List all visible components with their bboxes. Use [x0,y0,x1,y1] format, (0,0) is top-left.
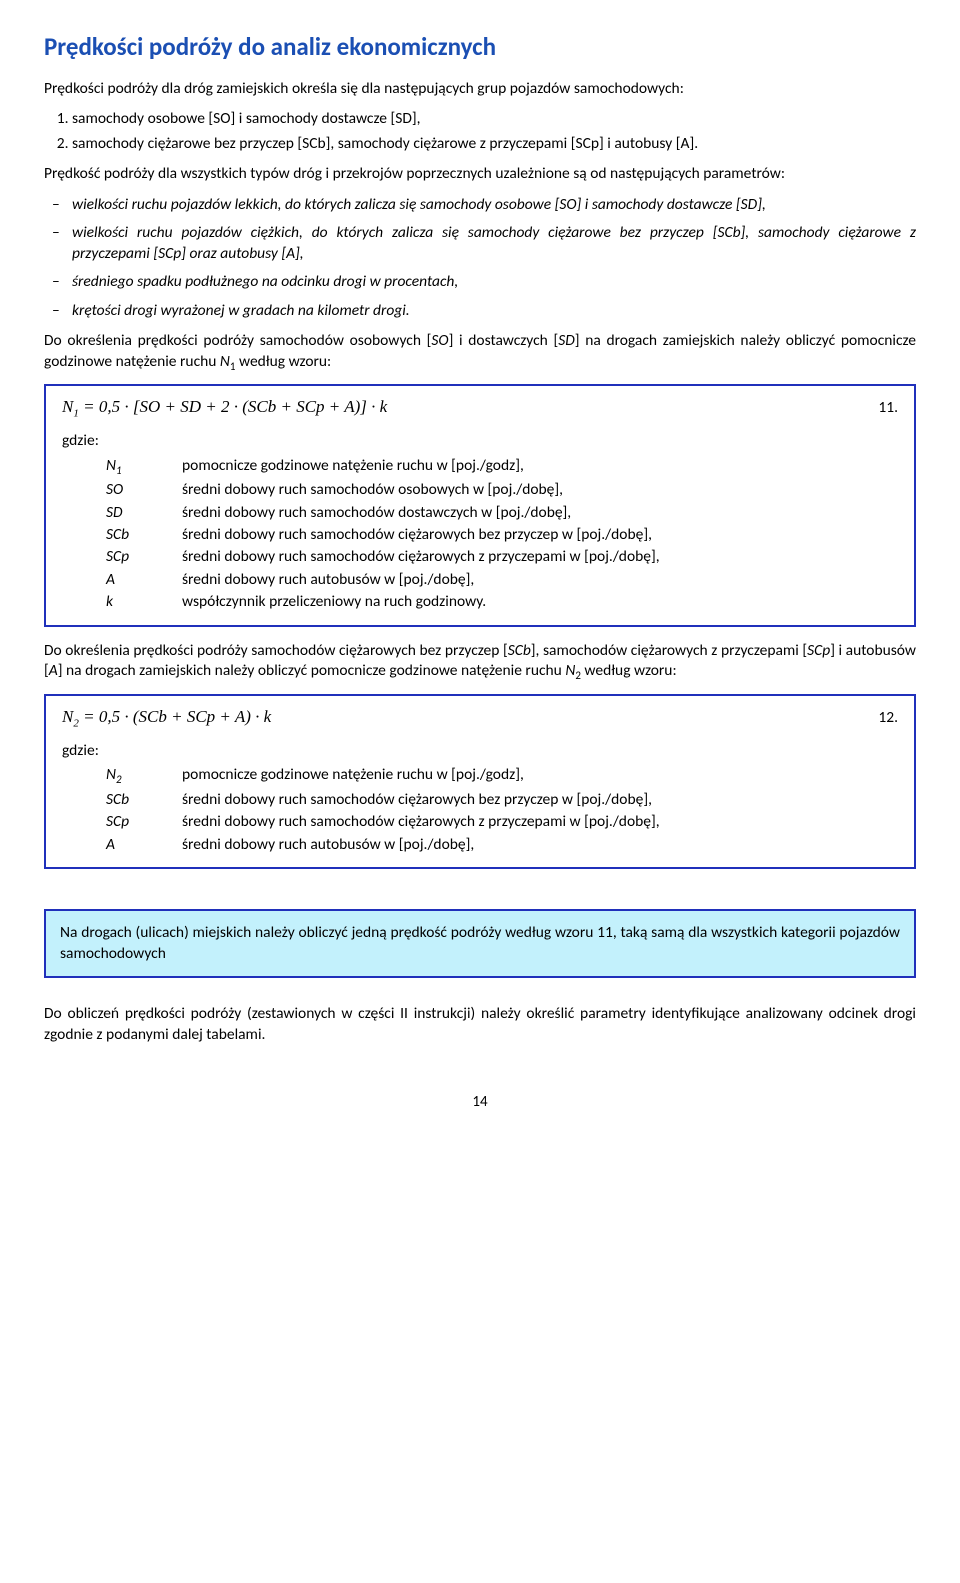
paragraph: Do określenia prędkości podróży samochod… [44,331,916,374]
equation-number: 12. [878,708,898,728]
formula-box-1: N1 = 0,5 · [SO + SD + 2 · (SCb + SCp + A… [44,384,916,627]
paragraph: Prędkość podróży dla wszystkich typów dr… [44,164,916,184]
list-item: samochody ciężarowe bez przyczep [SCb], … [72,134,916,154]
list-item: wielkości ruchu pojazdów lekkich, do któ… [44,195,916,215]
symbol: N1 [106,456,162,479]
equation-number: 11. [878,398,898,418]
symbol: SO [106,480,162,500]
definition-list: N1 pomocnicze godzinowe natężenie ruchu w… [106,456,898,613]
symbol: SCp [106,547,162,567]
symbol: SCb [106,525,162,545]
page-title: Prędkości podróży do analiz ekonomicznyc… [44,30,916,63]
list-item: samochody osobowe [SO] i samochody dosta… [72,109,916,129]
highlighted-notice: Na drogach (ulicach) miejskich należy ob… [44,909,916,978]
paragraph: Do obliczeń prędkości podróży (zestawion… [44,1004,916,1045]
where-label: gdzie: [62,741,898,761]
dash-list: wielkości ruchu pojazdów lekkich, do któ… [44,195,916,321]
definition: współczynnik przeliczeniowy na ruch godz… [182,592,898,612]
definition: średni dobowy ruch samochodów ciężarowyc… [182,790,898,810]
formula: N2 = 0,5 · (SCb + SCp + A) · k [62,706,271,731]
symbol: N2 [106,765,162,788]
definition: średni dobowy ruch samochodów osobowych … [182,480,898,500]
definition: pomocnicze godzinowe natężenie ruchu w [… [182,456,898,479]
symbol: A [106,570,162,590]
list-item: krętości drogi wyrażonej w gradach na ki… [44,301,916,321]
formula: N1 = 0,5 · [SO + SD + 2 · (SCb + SCp + A… [62,396,387,421]
definition: średni dobowy ruch samochodów ciężarowyc… [182,547,898,567]
list-item: wielkości ruchu pojazdów ciężkich, do kt… [44,223,916,264]
intro-paragraph: Prędkości podróży dla dróg zamiejskich o… [44,79,916,99]
paragraph: Do określenia prędkości podróży samochod… [44,641,916,684]
page-number: 14 [44,1093,916,1113]
definition: pomocnicze godzinowe natężenie ruchu w [… [182,765,898,788]
definition: średni dobowy ruch autobusów w [poj./dob… [182,835,898,855]
formula-box-2: N2 = 0,5 · (SCb + SCp + A) · k 12. gdzie… [44,694,916,869]
definition: średni dobowy ruch samochodów ciężarowyc… [182,812,898,832]
numbered-list: samochody osobowe [SO] i samochody dosta… [44,109,916,154]
symbol: A [106,835,162,855]
definition: średni dobowy ruch samochodów dostawczyc… [182,503,898,523]
definition: średni dobowy ruch autobusów w [poj./dob… [182,570,898,590]
list-item: średniego spadku podłużnego na odcinku d… [44,272,916,292]
symbol: SCb [106,790,162,810]
symbol: SD [106,503,162,523]
symbol: SCp [106,812,162,832]
definition: średni dobowy ruch samochodów ciężarowyc… [182,525,898,545]
definition-list: N2 pomocnicze godzinowe natężenie ruchu w… [106,765,898,855]
where-label: gdzie: [62,431,898,451]
symbol: k [106,592,162,612]
